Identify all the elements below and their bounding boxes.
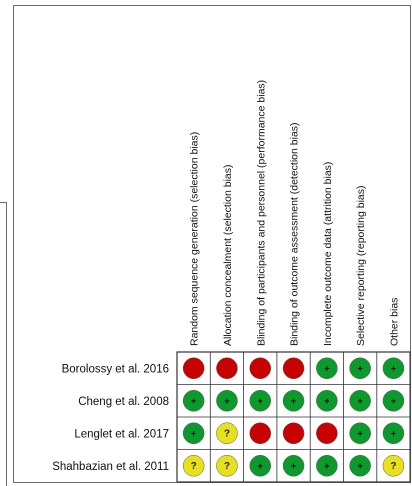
judgement-low-icon	[316, 390, 338, 412]
judgement-low-icon	[282, 455, 305, 477]
judgement-low-icon	[382, 357, 405, 379]
domain-header: Incomplete outcome data (attrition bias)	[322, 162, 334, 346]
judgement-low-icon	[282, 390, 305, 412]
judgement-symbol: +	[291, 461, 296, 471]
domain-header: Blinding of participants and personnel (…	[255, 80, 267, 346]
judgement-symbol: +	[258, 396, 263, 406]
judgement-low-icon	[249, 390, 271, 412]
judgement-symbol: +	[358, 364, 363, 374]
judgement-high-icon	[249, 422, 271, 444]
judgement-high-icon	[282, 357, 305, 379]
judgement-symbol: +	[324, 461, 329, 471]
judgement-symbol: ?	[191, 461, 197, 472]
judgement-symbol: ?	[224, 429, 230, 440]
judgement-symbol: +	[358, 461, 363, 471]
study-label: Borolossy et al. 2016	[62, 363, 169, 375]
domain-header: Selective reporting (reporting bias)	[355, 185, 367, 346]
judgement-low-icon	[316, 357, 338, 379]
judgement-high-icon	[316, 422, 338, 444]
judgement-low-icon	[349, 390, 371, 412]
judgement-low-icon	[182, 422, 205, 444]
judgement-low-icon	[349, 455, 371, 477]
judgement-symbol: +	[191, 429, 196, 439]
adjacent-panel-edge	[0, 202, 7, 486]
study-label: Shahbazian et al. 2011	[52, 461, 169, 473]
judgement-unclear-icon	[382, 455, 405, 477]
judgement-symbol: +	[191, 396, 196, 406]
domain-header: Binding of outcome assessment (detection…	[289, 122, 301, 346]
judgement-symbol: +	[391, 429, 396, 439]
judgement-symbol: +	[224, 396, 229, 406]
judgement-low-icon	[382, 422, 405, 444]
judgement-symbol: ?	[390, 461, 396, 472]
judgement-symbol: +	[291, 396, 296, 406]
judgement-symbol: +	[358, 429, 363, 439]
domain-header: Random sequence generation (selection bi…	[189, 132, 201, 346]
domain-header: Allocation concealment (selection bias)	[222, 164, 234, 346]
judgement-low-icon	[349, 357, 371, 379]
judgement-high-icon	[182, 357, 205, 379]
domain-header: Other bias	[388, 298, 400, 346]
judgement-unclear-icon	[216, 422, 238, 444]
judgement-symbol: +	[391, 364, 396, 374]
judgement-symbol: ?	[224, 461, 230, 472]
judgement-unclear-icon	[182, 455, 205, 477]
judgement-symbol: +	[391, 396, 396, 406]
judgement-symbol: +	[324, 396, 329, 406]
study-label: Lenglet et al. 2017	[74, 428, 169, 440]
judgement-symbol: +	[358, 396, 363, 406]
judgement-low-icon	[249, 455, 271, 477]
judgement-low-icon	[349, 422, 371, 444]
judgement-high-icon	[249, 357, 271, 379]
judgement-high-icon	[282, 422, 305, 444]
judgement-low-icon	[216, 390, 238, 412]
study-label: Cheng et al. 2008	[78, 396, 169, 408]
judgement-symbol: +	[324, 364, 329, 374]
judgement-low-icon	[182, 390, 205, 412]
judgement-unclear-icon	[216, 455, 238, 477]
judgement-symbol: +	[258, 461, 263, 471]
judgement-high-icon	[216, 357, 238, 379]
judgement-low-icon	[316, 455, 338, 477]
judgement-low-icon	[382, 390, 405, 412]
